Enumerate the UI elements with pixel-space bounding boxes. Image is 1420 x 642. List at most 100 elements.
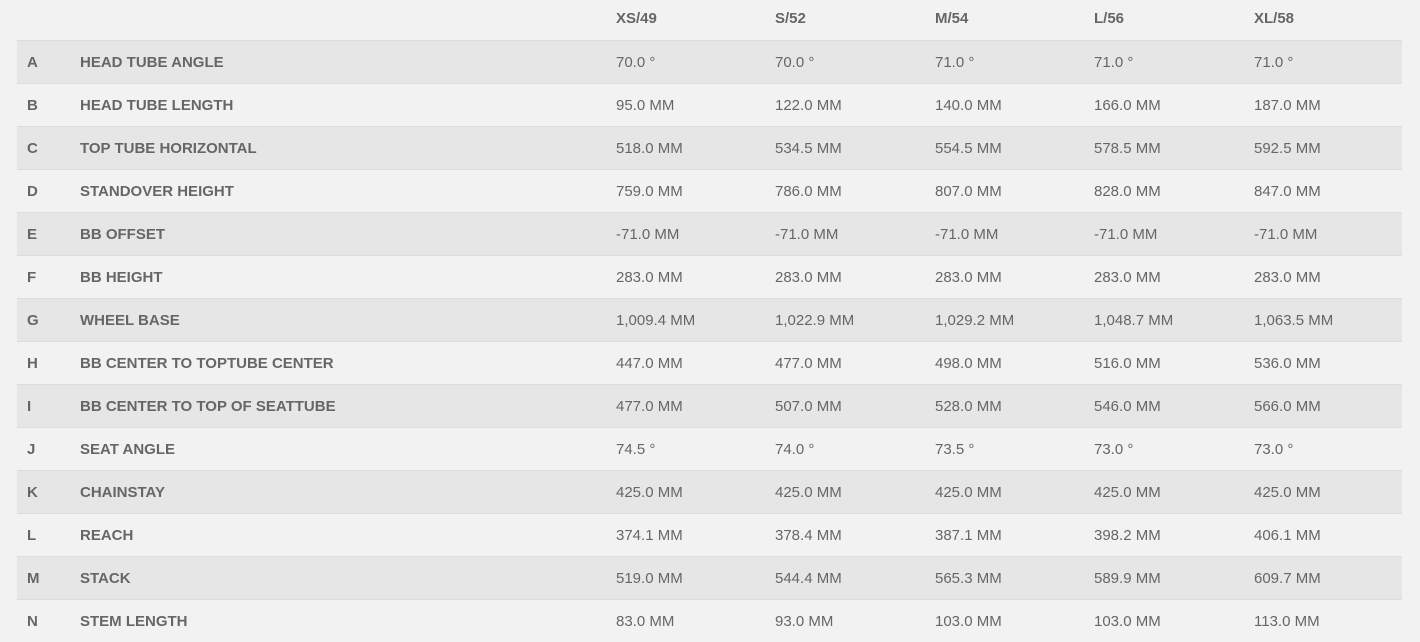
size-value: 103.0 MM xyxy=(925,600,1084,642)
size-value: 378.4 MM xyxy=(765,514,925,557)
size-value: -71.0 MM xyxy=(765,213,925,256)
row-letter: H xyxy=(17,342,70,385)
size-value: 283.0 MM xyxy=(765,256,925,299)
row-letter: M xyxy=(17,557,70,600)
size-value: 544.4 MM xyxy=(765,557,925,600)
size-header: XL/58 xyxy=(1244,0,1402,41)
size-value: 528.0 MM xyxy=(925,385,1084,428)
row-letter: K xyxy=(17,471,70,514)
size-header: L/56 xyxy=(1084,0,1244,41)
size-value: 425.0 MM xyxy=(1244,471,1402,514)
row-letter: I xyxy=(17,385,70,428)
size-value: 95.0 MM xyxy=(606,84,765,127)
size-value: 536.0 MM xyxy=(1244,342,1402,385)
size-value: 283.0 MM xyxy=(925,256,1084,299)
size-value: 187.0 MM xyxy=(1244,84,1402,127)
row-letter: C xyxy=(17,127,70,170)
size-value: -71.0 MM xyxy=(925,213,1084,256)
size-value: 592.5 MM xyxy=(1244,127,1402,170)
size-header: M/54 xyxy=(925,0,1084,41)
size-value: 74.5 ° xyxy=(606,428,765,471)
size-value: 374.1 MM xyxy=(606,514,765,557)
size-value: 828.0 MM xyxy=(1084,170,1244,213)
size-value: 1,029.2 MM xyxy=(925,299,1084,342)
row-letter: D xyxy=(17,170,70,213)
row-label: REACH xyxy=(70,514,606,557)
size-value: 786.0 MM xyxy=(765,170,925,213)
row-label: BB HEIGHT xyxy=(70,256,606,299)
size-value: 425.0 MM xyxy=(765,471,925,514)
size-value: 565.3 MM xyxy=(925,557,1084,600)
size-value: 283.0 MM xyxy=(1084,256,1244,299)
size-value: 447.0 MM xyxy=(606,342,765,385)
size-value: 589.9 MM xyxy=(1084,557,1244,600)
size-value: -71.0 MM xyxy=(606,213,765,256)
size-value: 283.0 MM xyxy=(1244,256,1402,299)
size-value: 807.0 MM xyxy=(925,170,1084,213)
size-value: 425.0 MM xyxy=(606,471,765,514)
size-value: 566.0 MM xyxy=(1244,385,1402,428)
row-label: STANDOVER HEIGHT xyxy=(70,170,606,213)
size-value: 122.0 MM xyxy=(765,84,925,127)
header-label xyxy=(70,0,606,41)
header-letter xyxy=(17,0,70,41)
size-value: 477.0 MM xyxy=(606,385,765,428)
row-letter: F xyxy=(17,256,70,299)
row-label: BB CENTER TO TOPTUBE CENTER xyxy=(70,342,606,385)
size-value: 113.0 MM xyxy=(1244,600,1402,642)
row-label: SEAT ANGLE xyxy=(70,428,606,471)
size-value: 71.0 ° xyxy=(925,41,1084,84)
size-value: 166.0 MM xyxy=(1084,84,1244,127)
row-letter: A xyxy=(17,41,70,84)
size-value: 398.2 MM xyxy=(1084,514,1244,557)
row-label: BB CENTER TO TOP OF SEATTUBE xyxy=(70,385,606,428)
size-value: 519.0 MM xyxy=(606,557,765,600)
row-label: HEAD TUBE LENGTH xyxy=(70,84,606,127)
size-value: 516.0 MM xyxy=(1084,342,1244,385)
row-letter: B xyxy=(17,84,70,127)
size-value: 387.1 MM xyxy=(925,514,1084,557)
size-value: 425.0 MM xyxy=(1084,471,1244,514)
size-value: 73.0 ° xyxy=(1244,428,1402,471)
size-value: 534.5 MM xyxy=(765,127,925,170)
size-value: 406.1 MM xyxy=(1244,514,1402,557)
row-label: STACK xyxy=(70,557,606,600)
row-letter: G xyxy=(17,299,70,342)
size-value: 70.0 ° xyxy=(606,41,765,84)
size-value: 1,009.4 MM xyxy=(606,299,765,342)
size-value: 425.0 MM xyxy=(925,471,1084,514)
size-value: 498.0 MM xyxy=(925,342,1084,385)
row-label: CHAINSTAY xyxy=(70,471,606,514)
size-value: 1,048.7 MM xyxy=(1084,299,1244,342)
size-value: 507.0 MM xyxy=(765,385,925,428)
row-label: STEM LENGTH xyxy=(70,600,606,642)
row-letter: N xyxy=(17,600,70,642)
size-value: 103.0 MM xyxy=(1084,600,1244,642)
size-header: XS/49 xyxy=(606,0,765,41)
size-value: 70.0 ° xyxy=(765,41,925,84)
size-value: 759.0 MM xyxy=(606,170,765,213)
size-value: 73.0 ° xyxy=(1084,428,1244,471)
row-letter: J xyxy=(17,428,70,471)
size-value: 74.0 ° xyxy=(765,428,925,471)
size-value: 93.0 MM xyxy=(765,600,925,642)
size-value: -71.0 MM xyxy=(1244,213,1402,256)
row-label: BB OFFSET xyxy=(70,213,606,256)
size-value: 554.5 MM xyxy=(925,127,1084,170)
row-letter: E xyxy=(17,213,70,256)
size-value: 518.0 MM xyxy=(606,127,765,170)
